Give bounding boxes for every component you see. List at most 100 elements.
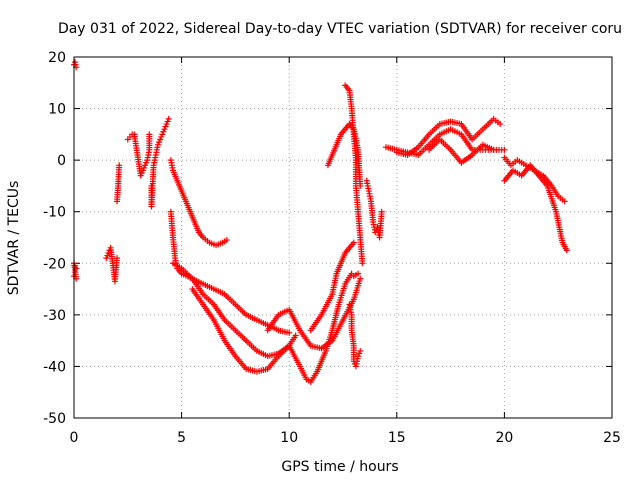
data-point-sample [273,326,280,333]
data-point-sample [143,159,150,166]
data-point-sample [552,206,559,213]
data-point-sample [177,268,184,275]
data-point-sample [198,299,205,306]
data-point-sample [204,237,211,244]
data-point-sample [186,206,193,213]
data-point-sample [354,355,361,362]
data-point-sample [187,274,194,281]
y-tick-label: 10 [48,102,66,118]
data-point-sample [402,151,409,158]
data-point-sample [356,350,363,357]
data-point-sample [328,293,335,300]
data-point-sample [321,350,328,357]
data-point-sample [284,329,291,336]
data-point-sample [197,279,204,286]
data-point-sample [162,123,169,130]
data-point-sample [274,313,281,320]
data-point-sample [241,364,248,371]
data-point-sample [413,145,420,152]
data-point-sample [352,271,359,278]
y-tick-labels: 20 10 0 -10 -20 -30 -40 -50 [43,50,66,427]
data-point-sample [198,232,205,239]
x-axis-label: GPS time / hours [281,459,398,475]
data-point-sample [328,329,335,336]
data-point-sample [341,252,348,259]
data-point-sample [241,310,248,317]
data-point-sample [104,252,111,259]
data-point-sample [295,361,302,368]
data-point-sample [198,289,205,296]
data-point-sample [369,216,376,223]
data-point-sample [467,144,474,151]
data-point-sample [494,119,501,126]
data-point-sample [520,161,527,168]
data-point-sample [391,146,398,153]
data-point-sample [435,133,442,140]
data-point-sample [209,315,216,322]
data-point-sample [445,145,452,152]
data-point-sample [194,227,201,234]
data-point-sample [333,272,340,279]
data-point-sample [356,278,363,285]
data-point-sample [341,283,348,290]
data-point-sample [345,85,352,92]
data-point-sample [338,319,345,326]
data-point-sample [456,120,463,127]
data-point-sample [349,241,356,248]
data-point-sample [217,240,224,247]
x-tick-label: 15 [388,430,406,446]
data-point-sample [559,237,566,244]
data-point-sample [424,143,431,150]
y-tick-label: -50 [43,411,66,427]
y-tick-label: -10 [43,205,66,221]
data-point-sample [328,154,335,161]
data-point-sample [367,195,374,202]
data-point-sample [456,130,463,137]
data-point-sample [347,272,354,279]
data-point-sample [488,145,495,152]
x-tick-label: 25 [603,430,621,446]
data-point-sample [306,340,313,347]
x-tick-label: 0 [70,430,79,446]
data-point-sample [146,133,153,140]
data-point-sample [291,334,298,341]
data-point-sample [221,238,228,245]
data-point-sample [424,133,431,140]
data-point-sample [219,290,226,297]
data-point-sample [305,377,312,384]
data-point-sample [173,175,180,182]
chart-title: Day 031 of 2022, Sidereal Day-to-day VTE… [58,21,622,37]
data-point-sample [220,335,227,342]
data-point-sample [335,303,342,310]
data-point-sample [190,216,197,223]
data-point-sample [182,196,189,203]
data-point-sample [295,325,302,332]
data-point-sample [365,185,372,192]
y-tick-label: 20 [48,50,66,66]
data-point-sample [220,315,227,322]
y-tick-label: -40 [43,359,66,375]
data-point-sample [231,351,238,358]
x-tick-labels: 0 5 10 15 20 25 [70,430,621,446]
data-point-sample [176,264,183,271]
data-point-sample [262,321,269,328]
data-point-sample [169,164,176,171]
data-point-sample [336,262,343,269]
data-point-sample [156,139,163,146]
data-point-sample [284,307,291,314]
y-tick-label: -30 [43,308,66,324]
data-point-sample [252,346,259,353]
data-point-sample [349,298,356,305]
data-point-sample [171,252,178,259]
data-point-sample [72,262,79,269]
axis-ticks [73,56,613,419]
data-point-sample [273,354,280,361]
y-tick-label: 0 [57,153,66,169]
data-point-sample [230,325,237,332]
data-point-sample [467,153,474,160]
data-point-sample [345,246,352,253]
data-point-sample [230,299,237,306]
data-point-sample [150,164,157,171]
data-point-sample [317,313,324,320]
